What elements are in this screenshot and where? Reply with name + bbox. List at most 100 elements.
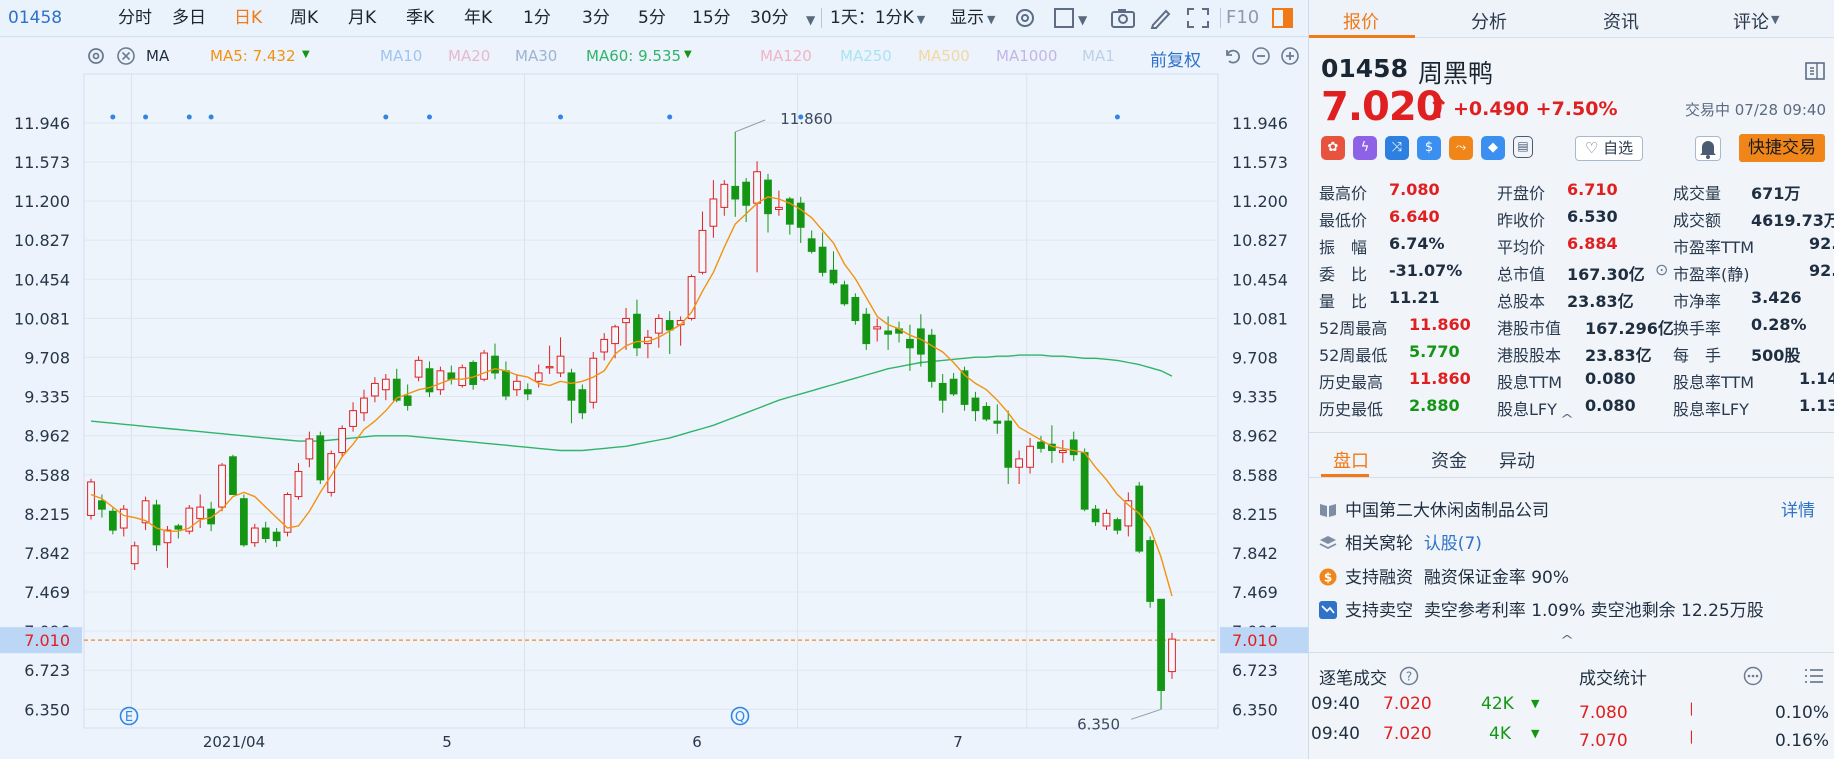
collapse-chevron-icon[interactable]: ^ xyxy=(1559,412,1575,426)
period-monthly-k[interactable]: 月K xyxy=(348,8,377,28)
ma-extra-legend[interactable]: MA1 xyxy=(1082,47,1115,65)
candle-up[interactable] xyxy=(294,470,303,498)
candle-down[interactable] xyxy=(578,389,587,414)
candle-down[interactable] xyxy=(392,378,401,401)
candle-down[interactable] xyxy=(960,370,969,405)
candle-down[interactable] xyxy=(633,313,641,349)
help-icon[interactable]: ? xyxy=(1399,666,1419,686)
candle-down[interactable] xyxy=(862,313,871,345)
tab-movements[interactable]: 异动 xyxy=(1499,451,1535,472)
candle-up[interactable] xyxy=(458,367,467,387)
fullscreen-icon[interactable] xyxy=(1185,6,1211,30)
candle-up[interactable] xyxy=(753,171,761,204)
event-dot-marker[interactable] xyxy=(1114,114,1120,120)
candle-down[interactable] xyxy=(272,531,281,542)
quick-trade-button[interactable]: 快捷交易 xyxy=(1739,134,1825,162)
tab-quote[interactable]: 报价 xyxy=(1343,12,1379,33)
candle-up[interactable] xyxy=(1058,449,1067,454)
candlestick-plot[interactable]: 11.946 11.946 11.573 11.573 11.200 11.200 10.8… xyxy=(0,38,1308,759)
draw-pen-icon[interactable] xyxy=(1148,6,1174,30)
ma5-legend[interactable]: MA5: 7.432 xyxy=(210,47,296,65)
ma250-legend[interactable]: MA250 xyxy=(840,47,892,65)
shuffle-icon[interactable]: ⤨ xyxy=(1385,136,1409,160)
candle-up[interactable] xyxy=(512,380,521,391)
period-weekly-k[interactable]: 周K xyxy=(290,8,319,28)
candle-up[interactable] xyxy=(698,229,707,273)
zoom-in-icon[interactable] xyxy=(1280,46,1300,66)
candle-down[interactable] xyxy=(829,269,838,284)
candle-up[interactable] xyxy=(545,366,554,369)
candle-down[interactable] xyxy=(239,498,248,546)
event-dot-marker[interactable] xyxy=(383,114,389,120)
ma500-legend[interactable]: MA500 xyxy=(918,47,970,65)
candle-down[interactable] xyxy=(523,389,532,395)
candle-up[interactable] xyxy=(305,438,314,460)
candle-down[interactable] xyxy=(742,181,751,206)
candle-up[interactable] xyxy=(622,317,630,324)
tab-analysis[interactable]: 分析 xyxy=(1471,12,1507,33)
candle-up[interactable] xyxy=(338,427,347,454)
ma1000-legend[interactable]: MA1000 xyxy=(996,47,1058,65)
candle-up[interactable] xyxy=(436,370,445,391)
ma30-legend[interactable]: MA30 xyxy=(515,47,558,65)
candle-up[interactable] xyxy=(218,464,226,508)
stock-code-tab[interactable]: 01458 xyxy=(8,8,63,28)
period-1min[interactable]: 1分 xyxy=(523,8,551,28)
event-dot-marker[interactable] xyxy=(186,114,192,120)
candle-up[interactable] xyxy=(185,507,194,532)
candle-down[interactable] xyxy=(469,361,478,385)
f10-button[interactable]: F10 xyxy=(1226,7,1260,28)
candle-down[interactable] xyxy=(152,504,161,546)
more-periods-chevron-icon[interactable]: ▼ xyxy=(806,13,816,27)
candle-down[interactable] xyxy=(567,372,576,401)
ma120-legend[interactable]: MA120 xyxy=(760,47,812,65)
candle-down[interactable] xyxy=(1037,441,1045,449)
ma10-legend[interactable]: MA10 xyxy=(380,47,423,65)
candle-down[interactable] xyxy=(851,296,860,322)
candle-down[interactable] xyxy=(261,527,270,540)
candle-up[interactable] xyxy=(283,493,292,533)
candle-up[interactable] xyxy=(589,357,598,403)
tab-comments[interactable]: 评论 xyxy=(1733,12,1769,33)
candle-down[interactable] xyxy=(665,320,674,331)
event-badge-label[interactable]: Q xyxy=(735,710,745,725)
candle-down[interactable] xyxy=(502,370,510,397)
period-15min[interactable]: 15分 xyxy=(692,8,731,28)
candle-down[interactable] xyxy=(108,510,117,531)
flash-icon[interactable]: ϟ xyxy=(1353,136,1377,160)
adjust-forward-button[interactable]: 前复权 xyxy=(1150,51,1201,71)
undo-icon[interactable] xyxy=(1222,46,1242,66)
candle-down[interactable] xyxy=(927,334,936,382)
period-quarterly-k[interactable]: 季K xyxy=(406,8,435,28)
candle-down[interactable] xyxy=(949,378,958,395)
candle-down[interactable] xyxy=(1146,540,1155,602)
event-dot-marker[interactable] xyxy=(667,114,673,120)
alert-bell-button[interactable] xyxy=(1695,136,1721,161)
period-multiday[interactable]: 多日 xyxy=(172,8,206,28)
event-dot-marker[interactable] xyxy=(208,114,214,120)
candle-up[interactable] xyxy=(687,276,696,319)
candle-down[interactable] xyxy=(229,456,237,495)
candle-down[interactable] xyxy=(1080,452,1089,510)
candle-up[interactable] xyxy=(1168,638,1176,673)
tag-icon[interactable]: ◆ xyxy=(1481,136,1505,160)
period-fenshi[interactable]: 分时 xyxy=(118,8,152,28)
candle-up[interactable] xyxy=(873,326,882,330)
candle-up[interactable] xyxy=(775,206,783,210)
candle-up[interactable] xyxy=(600,338,609,353)
add-watchlist-button[interactable]: ♡ 自选 xyxy=(1575,136,1643,161)
candle-down[interactable] xyxy=(1135,485,1144,552)
ma60-legend[interactable]: MA60: 9.535 xyxy=(586,47,682,65)
tab-news[interactable]: 资讯 xyxy=(1603,12,1639,33)
candle-up[interactable] xyxy=(196,506,205,520)
candle-up[interactable] xyxy=(327,453,336,493)
event-dot-marker[interactable] xyxy=(110,114,116,120)
candle-down[interactable] xyxy=(1113,519,1122,531)
ma20-legend[interactable]: MA20 xyxy=(448,47,491,65)
candle-down[interactable] xyxy=(425,368,434,393)
panel-collapse-icon[interactable] xyxy=(1805,62,1825,80)
tab-capital-flow[interactable]: 资金 xyxy=(1431,451,1467,472)
event-dot-marker[interactable] xyxy=(426,114,432,120)
period-daily-k[interactable]: 日K xyxy=(234,8,263,28)
candle-down[interactable] xyxy=(1069,439,1078,456)
